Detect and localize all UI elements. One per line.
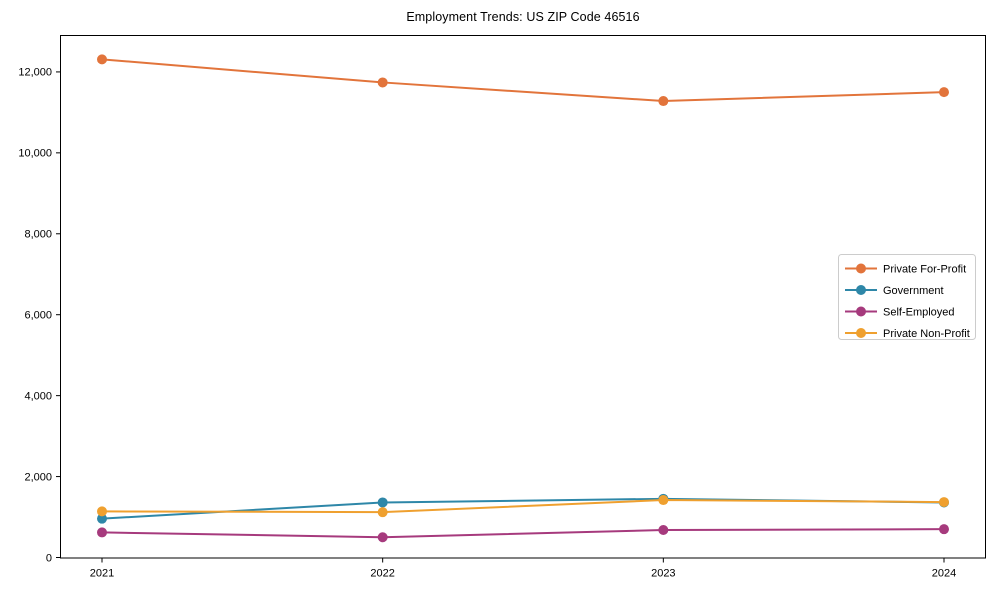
legend-label-private-non-profit: Private Non-Profit xyxy=(883,328,970,340)
data-point-self-employed-2021 xyxy=(97,527,107,538)
y-axis-tick-label: 0 xyxy=(46,552,52,564)
data-point-private-non-profit-2021 xyxy=(97,506,107,517)
legend-marker-private-non-profit xyxy=(856,328,866,338)
legend-marker-government xyxy=(856,285,866,295)
data-point-private-for-profit-2021 xyxy=(97,54,107,65)
y-axis-tick-label: 6,000 xyxy=(24,310,52,322)
y-axis-tick-label: 2,000 xyxy=(24,471,52,483)
x-axis-tick-label: 2024 xyxy=(932,568,956,580)
data-point-private-for-profit-2022 xyxy=(377,77,388,88)
data-point-government-2022 xyxy=(377,497,388,508)
chart-title: Employment Trends: US ZIP Code 46516 xyxy=(406,10,640,24)
y-axis-tick-label: 10,000 xyxy=(18,148,52,160)
legend-marker-self-employed xyxy=(856,306,866,317)
series-line-private-non-profit xyxy=(101,499,945,514)
data-point-self-employed-2024 xyxy=(939,524,949,535)
legend-label-government: Government xyxy=(883,285,944,297)
legend-marker-private-for-profit xyxy=(856,263,866,274)
data-point-private-non-profit-2023 xyxy=(658,495,669,506)
series-line-private-for-profit xyxy=(101,58,945,103)
x-axis-tick-label: 2021 xyxy=(90,568,114,580)
y-axis-tick-label: 12,000 xyxy=(18,67,52,79)
y-axis-tick-label: 8,000 xyxy=(24,229,52,241)
data-point-private-non-profit-2024 xyxy=(939,497,949,508)
y-axis-tick-label: 4,000 xyxy=(24,390,52,402)
legend-label-self-employed: Self-Employed xyxy=(883,306,955,318)
data-point-private-non-profit-2022 xyxy=(377,507,388,518)
data-point-private-for-profit-2023 xyxy=(658,96,669,107)
data-point-self-employed-2022 xyxy=(377,532,388,543)
legend-label-private-for-profit: Private For-Profit xyxy=(883,263,966,275)
data-point-self-employed-2023 xyxy=(658,524,669,535)
data-point-private-for-profit-2024 xyxy=(939,87,949,98)
x-axis-tick-label: 2022 xyxy=(370,568,394,580)
legend-box xyxy=(838,254,976,340)
plot-border xyxy=(60,35,986,559)
x-axis-tick-label: 2023 xyxy=(651,568,675,580)
data-point-government-2021 xyxy=(97,513,107,524)
series-line-self-employed xyxy=(101,528,945,539)
